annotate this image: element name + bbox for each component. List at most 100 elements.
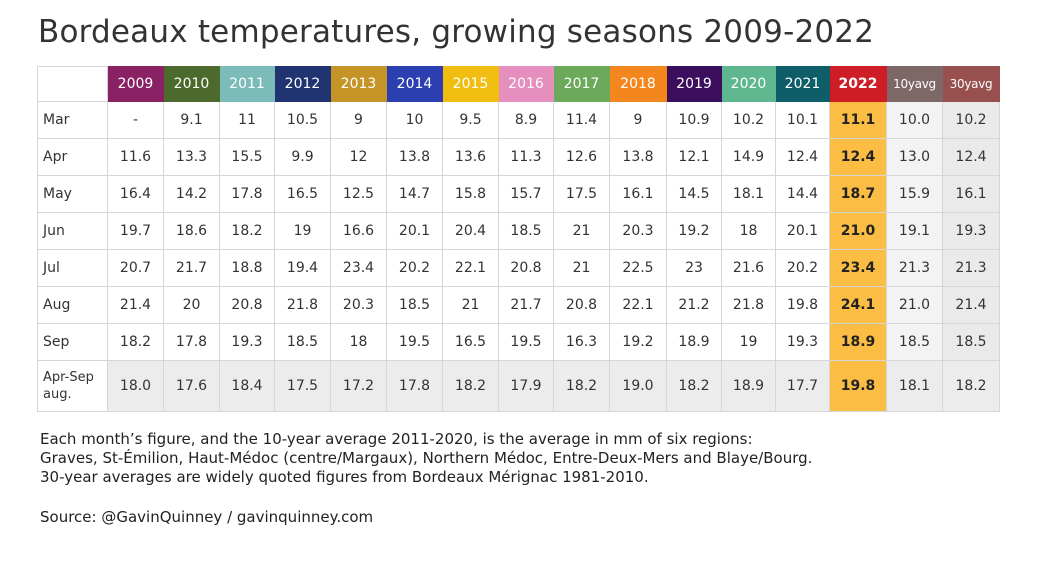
column-header-2012: 2012 xyxy=(274,66,331,102)
table-cell: 20.8 xyxy=(219,286,275,324)
table-cell: 21.8 xyxy=(721,286,776,324)
table-cell: 19.2 xyxy=(609,323,667,361)
column-header-2016: 2016 xyxy=(498,66,554,102)
table-cell: 19 xyxy=(721,323,776,361)
table-cell: 18.4 xyxy=(219,360,275,412)
table-cell: 21.6 xyxy=(721,249,776,287)
table-row: Jun 19.7 18.6 18.2 19 16.6 20.1 20.4 18.5 21 20.3 1… xyxy=(37,212,1000,250)
table-cell: 14.7 xyxy=(386,175,443,213)
table-cell: 21.3 xyxy=(942,249,1000,287)
table-cell: 9.5 xyxy=(442,101,499,139)
column-header-2017: 2017 xyxy=(553,66,610,102)
table-cell: 18.9 xyxy=(721,360,776,412)
table-cell: 19.5 xyxy=(498,323,554,361)
table-cell: 16.6 xyxy=(330,212,387,250)
table-cell: 16.1 xyxy=(609,175,667,213)
table-cell: 21.4 xyxy=(107,286,164,324)
table-cell: 10.2 xyxy=(942,101,1000,139)
table-cell: 19 xyxy=(274,212,331,250)
table-cell: 19.1 xyxy=(886,212,943,250)
table-cell: 11.4 xyxy=(553,101,610,139)
column-header-10yavg: 10yavg xyxy=(886,66,943,102)
table-cell: 24.1 xyxy=(829,286,887,324)
row-label: Sep xyxy=(37,323,108,361)
table-cell: 18.2 xyxy=(942,360,1000,412)
table-cell: 14.2 xyxy=(163,175,220,213)
table-cell: 18.5 xyxy=(942,323,1000,361)
table-header-row: 2009 2010 2011 2012 2013 2014 2015 2016 2017 2018… xyxy=(37,66,1000,102)
note-line-1: Each month’s figure, and the 10-year ave… xyxy=(40,430,753,448)
row-label: Jun xyxy=(37,212,108,250)
table-cell: 18.6 xyxy=(163,212,220,250)
table-cell: 19.3 xyxy=(775,323,830,361)
table-cell: 15.5 xyxy=(219,138,275,176)
table-cell: 20.8 xyxy=(553,286,610,324)
table-cell: 18.9 xyxy=(666,323,722,361)
table-cell: 21.0 xyxy=(886,286,943,324)
table-cell: 14.9 xyxy=(721,138,776,176)
table-cell: 18.2 xyxy=(442,360,499,412)
table-cell: - xyxy=(107,101,164,139)
table-cell: 16.3 xyxy=(553,323,610,361)
table-cell: 21 xyxy=(442,286,499,324)
table-cell: 16.4 xyxy=(107,175,164,213)
table-row: Jul 20.7 21.7 18.8 19.4 23.4 20.2 22.1 20.8 21 22.… xyxy=(37,249,1000,287)
table-cell: 18.1 xyxy=(721,175,776,213)
table-cell: 16.5 xyxy=(274,175,331,213)
table-cell: 19.3 xyxy=(219,323,275,361)
table-cell: 8.9 xyxy=(498,101,554,139)
table-cell: 18.9 xyxy=(829,323,887,361)
table-cell: 9.9 xyxy=(274,138,331,176)
table-cell: 18.5 xyxy=(274,323,331,361)
table-cell: 17.9 xyxy=(498,360,554,412)
table-cell: 12 xyxy=(330,138,387,176)
table-cell: 16.5 xyxy=(442,323,499,361)
table-cell: 18.2 xyxy=(107,323,164,361)
table-cell: 17.8 xyxy=(163,323,220,361)
column-header-2010: 2010 xyxy=(163,66,220,102)
table-cell: 23.4 xyxy=(829,249,887,287)
table-cell: 21 xyxy=(553,249,610,287)
table-cell: 15.8 xyxy=(442,175,499,213)
row-label: Apr xyxy=(37,138,108,176)
table-cell: 18.7 xyxy=(829,175,887,213)
table-row: Sep 18.2 17.8 19.3 18.5 18 19.5 16.5 19.5 16.3 19.… xyxy=(37,323,1000,361)
row-label: Aug xyxy=(37,286,108,324)
table-row: May 16.4 14.2 17.8 16.5 12.5 14.7 15.8 15.7 17.5 1… xyxy=(37,175,1000,213)
table-cell: 13.8 xyxy=(386,138,443,176)
table-cell: 10.1 xyxy=(775,101,830,139)
table-cell: 20.7 xyxy=(107,249,164,287)
column-header-2011: 2011 xyxy=(219,66,275,102)
row-label: Mar xyxy=(37,101,108,139)
table-cell: 12.1 xyxy=(666,138,722,176)
table-cell: 19.8 xyxy=(829,360,887,412)
table-cell: 21.8 xyxy=(274,286,331,324)
table-cell: 19.5 xyxy=(386,323,443,361)
table-cell: 18 xyxy=(330,323,387,361)
header-corner xyxy=(37,66,108,102)
column-header-2013: 2013 xyxy=(330,66,387,102)
table-cell: 21.3 xyxy=(886,249,943,287)
table-cell: 17.5 xyxy=(274,360,331,412)
table-cell: 10 xyxy=(386,101,443,139)
column-header-2009: 2009 xyxy=(107,66,164,102)
table-row: Aug 21.4 20 20.8 21.8 20.3 18.5 21 21.7 20.8 22.1 2… xyxy=(37,286,1000,324)
table-cell: 23.4 xyxy=(330,249,387,287)
table-cell: 13.6 xyxy=(442,138,499,176)
row-label: Jul xyxy=(37,249,108,287)
table-cell: 20.2 xyxy=(775,249,830,287)
row-label: Apr-Sep aug. xyxy=(37,360,108,412)
table-cell: 13.8 xyxy=(609,138,667,176)
column-header-2021: 2021 xyxy=(775,66,830,102)
table-cell: 12.4 xyxy=(775,138,830,176)
table-cell: 13.0 xyxy=(886,138,943,176)
table-cell: 9 xyxy=(330,101,387,139)
table-cell: 18.2 xyxy=(666,360,722,412)
table-cell: 11.1 xyxy=(829,101,887,139)
column-header-2022: 2022 xyxy=(829,66,887,102)
table-cell: 21.4 xyxy=(942,286,1000,324)
table-cell: 19.4 xyxy=(274,249,331,287)
table-cell: 22.1 xyxy=(442,249,499,287)
table-cell: 17.6 xyxy=(163,360,220,412)
note-line-2: Graves, St-Émilion, Haut-Médoc (centre/M… xyxy=(40,449,813,467)
